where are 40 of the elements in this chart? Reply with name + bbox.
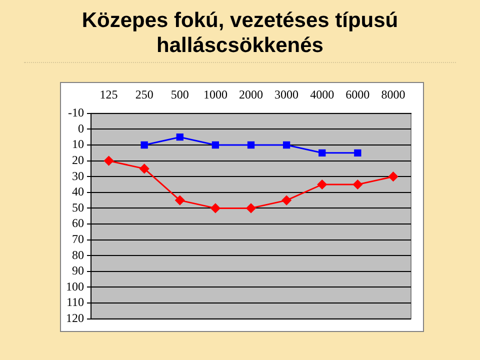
point — [176, 134, 184, 141]
y-tick-label: 60 — [72, 216, 84, 230]
point — [246, 203, 256, 213]
point — [388, 172, 398, 182]
point — [354, 149, 362, 156]
point — [175, 196, 185, 206]
y-tick-label: 50 — [72, 200, 84, 214]
point — [210, 203, 220, 213]
point — [140, 164, 150, 174]
y-tick-label: 120 — [66, 310, 84, 325]
y-tick-label: 70 — [72, 232, 84, 246]
y-tick-label: 100 — [66, 279, 84, 294]
x-tick-label: 4000 — [310, 87, 334, 102]
y-tick-label: 110 — [66, 295, 84, 310]
x-tick-label: 8000 — [381, 87, 406, 102]
point — [318, 149, 326, 156]
y-tick-label: 30 — [72, 168, 84, 183]
point — [317, 180, 327, 190]
y-tick-label: 10 — [72, 137, 84, 152]
point — [104, 156, 114, 166]
y-tick-label: 20 — [72, 152, 84, 167]
y-tick-label: 40 — [72, 184, 84, 199]
point — [282, 196, 292, 206]
chart-title: Közepes fokú, vezetéses típusú halláscsökkenés — [80, 8, 400, 58]
x-tick-label: 500 — [170, 87, 189, 102]
y-tick-label: 0 — [78, 121, 84, 136]
point — [247, 141, 255, 149]
y-tick-label: -10 — [68, 106, 84, 120]
x-tick-label: 2000 — [239, 87, 263, 102]
x-tick-label: 250 — [135, 87, 154, 102]
x-tick-label: 125 — [100, 87, 118, 102]
x-tick-label: 3000 — [274, 87, 299, 102]
point — [212, 141, 220, 149]
point — [140, 141, 148, 149]
y-tick-label: 80 — [72, 248, 84, 262]
point — [282, 141, 290, 149]
x-tick-label: 6000 — [346, 87, 370, 102]
x-tick-label: 1000 — [203, 87, 228, 102]
point — [352, 180, 362, 190]
y-tick-label: 90 — [72, 264, 84, 278]
